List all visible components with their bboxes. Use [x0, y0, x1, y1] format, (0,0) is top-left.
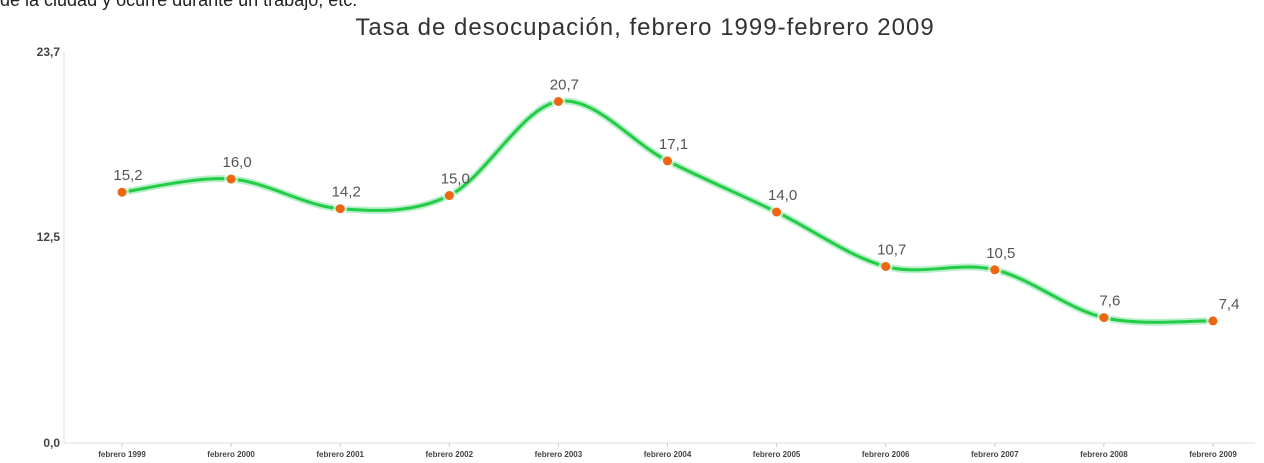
series-line-glow [118, 97, 1217, 326]
header-text-fragment: de la ciudad y ocurre durante un trabajo… [0, 0, 358, 10]
data-label: 17,1 [659, 136, 688, 153]
data-point [772, 207, 782, 217]
x-tick-label: febrero 2007 [971, 450, 1019, 459]
data-point [226, 174, 236, 184]
data-label: 15,2 [113, 167, 142, 184]
x-tick-label: febrero 2005 [753, 450, 801, 459]
x-tick-label: febrero 2001 [316, 450, 364, 459]
data-point [1208, 316, 1218, 326]
series-line [120, 99, 1215, 324]
data-point [553, 96, 563, 106]
data-point [444, 191, 454, 201]
y-tick-label: 0,0 [43, 436, 60, 450]
data-label: 14,0 [768, 187, 797, 204]
data-point [117, 187, 127, 197]
x-tick-label: febrero 2003 [535, 450, 583, 459]
data-label: 20,7 [550, 76, 579, 93]
x-tick-label: febrero 2004 [644, 450, 692, 459]
data-point [881, 261, 891, 271]
x-tick-label: febrero 2009 [1189, 450, 1237, 459]
data-label: 7,6 [1099, 293, 1120, 310]
data-label: 7,4 [1219, 296, 1240, 313]
data-point [663, 156, 672, 166]
data-markers [115, 94, 1220, 328]
data-point [990, 265, 1000, 275]
data-label: 10,5 [986, 245, 1015, 262]
data-label: 16,0 [222, 154, 251, 171]
data-label: 15,0 [441, 171, 470, 188]
x-tick-label: febrero 2008 [1080, 450, 1128, 459]
data-label: 14,2 [332, 184, 361, 201]
x-tick-label: febrero 2002 [426, 450, 474, 459]
x-tick-label: febrero 2000 [207, 450, 255, 459]
x-tick-label: febrero 2006 [862, 450, 910, 459]
y-axis-ticks: 0,0 12,5 23,7 [37, 45, 61, 450]
y-tick-label: 23,7 [37, 45, 61, 59]
data-point [335, 204, 345, 214]
x-axis-ticks: febrero 1999 febrero 2000 febrero 2001 febr… [98, 443, 1237, 459]
data-labels: 15,2 16,0 14,2 15,0 20,7 17,1 14,0 10,7 10,5 7,6 7… [113, 76, 1239, 312]
data-point [1099, 313, 1109, 323]
data-label: 10,7 [877, 241, 906, 258]
y-tick-label: 12,5 [37, 230, 61, 244]
x-tick-label: febrero 1999 [98, 450, 146, 459]
chart-title: Tasa de desocupación, febrero 1999-febre… [355, 14, 935, 41]
